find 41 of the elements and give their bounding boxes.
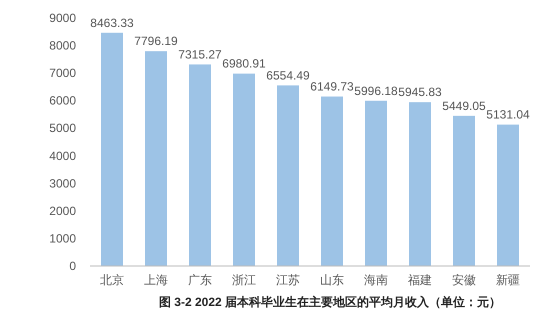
y-tick-label: 1000 xyxy=(49,231,76,246)
x-tick-label: 北京 xyxy=(100,273,124,287)
x-tick-label: 海南 xyxy=(364,273,388,287)
y-tick-label: 6000 xyxy=(49,94,76,108)
y-tick-label: 2000 xyxy=(49,204,76,218)
bar xyxy=(365,100,387,266)
x-tick-label: 江苏 xyxy=(276,273,300,287)
data-label: 5996.18 xyxy=(354,84,398,98)
y-tick-label: 3000 xyxy=(49,176,76,190)
x-tick-label: 新疆 xyxy=(496,273,520,287)
x-tick-label: 安徽 xyxy=(452,273,476,287)
y-tick-label: 8000 xyxy=(49,38,76,53)
bar xyxy=(321,96,343,266)
text: 图 3-2 2022 届本科毕业生在主要地区的平均月收入（单位：元） xyxy=(158,295,502,309)
y-tick-label: 9000 xyxy=(49,11,76,25)
data-label: 5131.04 xyxy=(486,108,530,122)
bar xyxy=(233,74,255,266)
x-tick-label: 浙江 xyxy=(232,273,256,287)
bar xyxy=(277,85,299,266)
bar xyxy=(101,32,123,266)
y-tick-label: 7000 xyxy=(49,66,76,80)
data-label: 5945.83 xyxy=(398,85,442,100)
bar xyxy=(453,116,475,266)
x-tick-label: 福建 xyxy=(408,273,432,287)
y-tick-label: 0 xyxy=(69,259,76,273)
bar xyxy=(145,51,167,266)
bar xyxy=(409,102,431,266)
data-label: 6149.73 xyxy=(310,80,354,94)
data-label: 8463.33 xyxy=(90,16,134,30)
data-label: 7315.27 xyxy=(178,47,222,62)
data-label: 5449.05 xyxy=(442,98,486,113)
bar xyxy=(497,124,519,266)
x-tick-label: 上海 xyxy=(144,273,168,287)
y-tick-label: 4000 xyxy=(49,148,76,163)
x-tick-label: 山东 xyxy=(320,273,344,287)
data-label: 6554.49 xyxy=(266,68,310,82)
x-tick-label: 广东 xyxy=(188,273,212,287)
data-label: 7796.19 xyxy=(134,34,178,48)
y-tick-label: 5000 xyxy=(49,121,76,136)
data-label: 6980.91 xyxy=(222,56,266,71)
bar xyxy=(189,64,211,266)
